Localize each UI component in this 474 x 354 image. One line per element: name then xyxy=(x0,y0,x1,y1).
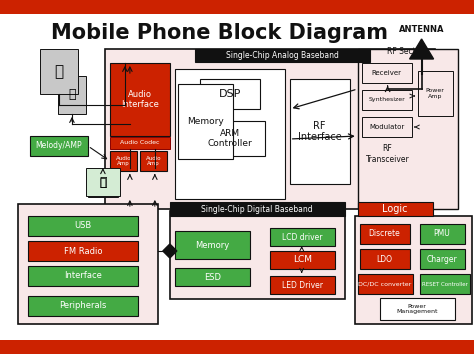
Text: Mobile Phone Block Diagram: Mobile Phone Block Diagram xyxy=(51,23,388,43)
Bar xyxy=(358,202,433,216)
Text: Logic: Logic xyxy=(383,204,408,214)
Bar xyxy=(380,298,455,320)
Text: RF
Transceiver: RF Transceiver xyxy=(366,144,410,164)
Text: Charger: Charger xyxy=(427,255,457,263)
Text: Power
Amp: Power Amp xyxy=(426,88,445,99)
Bar xyxy=(40,49,78,94)
Text: LCM: LCM xyxy=(293,256,312,264)
Bar xyxy=(110,63,170,136)
Bar xyxy=(362,117,411,137)
Text: Peripherals: Peripherals xyxy=(59,302,107,310)
Text: Discrete: Discrete xyxy=(369,229,401,239)
Text: Synthesizer: Synthesizer xyxy=(368,97,405,103)
Bar xyxy=(195,49,370,62)
Text: Audio
Amp: Audio Amp xyxy=(116,156,131,166)
Text: 🎙: 🎙 xyxy=(99,176,107,188)
Bar xyxy=(358,49,457,209)
Text: 🎤: 🎤 xyxy=(100,178,106,188)
Text: ARM
Controller: ARM Controller xyxy=(208,129,252,148)
Bar xyxy=(88,169,118,197)
Text: Single-Chip Digital Baseband: Single-Chip Digital Baseband xyxy=(201,205,313,213)
Bar xyxy=(28,296,138,316)
Text: Melody/AMP: Melody/AMP xyxy=(36,142,82,150)
Polygon shape xyxy=(410,39,434,59)
Text: Audio
Amp: Audio Amp xyxy=(146,156,161,166)
Bar xyxy=(170,202,345,216)
Bar xyxy=(195,121,265,156)
Bar xyxy=(175,69,285,199)
Text: Receiver: Receiver xyxy=(372,70,401,76)
Text: 📞: 📞 xyxy=(55,64,64,80)
Bar xyxy=(28,266,138,286)
Text: RESET Controller: RESET Controller xyxy=(422,281,467,286)
Text: DSP: DSP xyxy=(219,89,241,99)
Bar xyxy=(360,224,410,244)
Text: FM Radio: FM Radio xyxy=(64,246,102,256)
Bar xyxy=(419,274,470,294)
Bar xyxy=(362,63,411,83)
Bar xyxy=(360,249,410,269)
Bar xyxy=(175,268,250,286)
Bar xyxy=(358,274,412,294)
Bar xyxy=(18,204,158,324)
Text: 📞: 📞 xyxy=(68,88,76,102)
Bar xyxy=(175,231,250,259)
Bar xyxy=(58,76,86,114)
Bar xyxy=(28,241,138,261)
Polygon shape xyxy=(163,244,177,258)
Bar xyxy=(86,168,120,196)
Bar xyxy=(270,276,335,294)
Bar xyxy=(28,216,138,236)
Text: Audio
Interface: Audio Interface xyxy=(121,90,159,109)
Text: Power
Management: Power Management xyxy=(396,304,438,314)
Bar xyxy=(178,84,233,159)
Bar xyxy=(419,224,465,244)
Bar xyxy=(270,251,335,269)
Bar xyxy=(419,249,465,269)
Text: PMU: PMU xyxy=(434,229,450,239)
Bar xyxy=(0,340,474,354)
Text: ANTENNA: ANTENNA xyxy=(399,24,444,34)
Text: Single-Chip Analog Baseband: Single-Chip Analog Baseband xyxy=(226,51,338,60)
Bar xyxy=(110,151,137,171)
Bar xyxy=(355,216,472,324)
Bar xyxy=(140,151,167,171)
Text: Audio Codec: Audio Codec xyxy=(120,141,160,145)
Bar xyxy=(290,79,350,184)
Bar xyxy=(418,71,453,116)
Text: ESD: ESD xyxy=(204,273,221,281)
Text: Memory: Memory xyxy=(187,117,224,126)
Bar xyxy=(270,228,335,246)
Bar xyxy=(30,136,88,156)
Bar xyxy=(362,90,411,110)
Text: RF
Interface: RF Interface xyxy=(298,121,342,142)
Bar xyxy=(110,137,170,149)
Bar xyxy=(200,79,260,109)
Bar xyxy=(0,0,474,14)
Text: LED Driver: LED Driver xyxy=(282,280,323,290)
Text: LDO: LDO xyxy=(377,255,392,263)
Text: Modulator: Modulator xyxy=(369,124,404,130)
Bar xyxy=(170,211,345,299)
Text: DC/DC converter: DC/DC converter xyxy=(358,281,412,286)
Text: Interface: Interface xyxy=(64,272,102,280)
Text: LCD driver: LCD driver xyxy=(282,233,322,241)
Text: USB: USB xyxy=(74,222,91,230)
Text: RF Section: RF Section xyxy=(387,46,428,56)
Text: Memory: Memory xyxy=(195,240,229,250)
Bar xyxy=(105,49,435,209)
